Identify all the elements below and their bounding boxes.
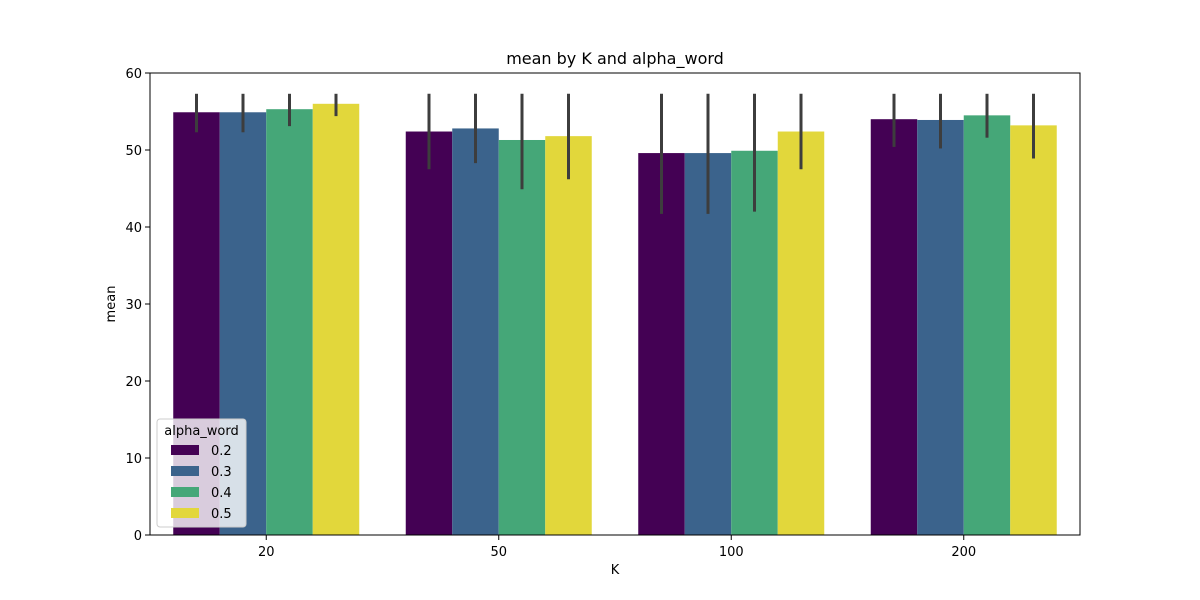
y-tick-label: 60: [125, 67, 142, 82]
legend-label: 0.3: [211, 465, 232, 480]
legend-title: alpha_word: [164, 424, 239, 439]
x-axis: 20 50 100 200: [258, 535, 976, 560]
bar: [452, 128, 499, 535]
bar: [1010, 125, 1057, 536]
bar: [498, 139, 546, 536]
legend-label: 0.4: [211, 486, 232, 501]
bar: [963, 115, 1011, 535]
bar: [684, 153, 732, 535]
y-axis: 0 10 20 30 40 50 60: [125, 67, 150, 544]
y-tick-label: 10: [125, 452, 142, 467]
y-tick-label: 50: [125, 144, 142, 159]
bar: [312, 103, 360, 536]
y-axis-title: mean: [104, 286, 119, 323]
bar: [777, 131, 825, 535]
x-tick-label: 200: [951, 545, 976, 560]
bar: [731, 150, 778, 535]
legend: alpha_word 0.2 0.3 0.4 0.5: [156, 418, 247, 528]
x-tick-label: 20: [258, 545, 275, 560]
legend-swatch: [171, 445, 199, 455]
bar: [917, 119, 964, 535]
legend-swatch: [171, 487, 199, 497]
legend-label: 0.5: [211, 507, 232, 522]
x-tick-label: 50: [490, 545, 507, 560]
y-tick-label: 30: [125, 298, 142, 313]
bar: [405, 131, 453, 535]
error-bars-group: [195, 93, 1035, 214]
y-tick-label: 20: [125, 375, 142, 390]
x-axis-title: K: [611, 563, 620, 578]
legend-label: 0.2: [211, 444, 232, 459]
legend-swatch: [171, 508, 199, 518]
bar: [870, 119, 918, 535]
x-tick-label: 100: [719, 545, 744, 560]
y-tick-label: 0: [134, 529, 142, 544]
bar: [545, 136, 592, 535]
chart-title: mean by K and alpha_word: [506, 49, 724, 69]
bar: [638, 153, 685, 535]
legend-swatch: [171, 466, 199, 476]
bar: [266, 109, 313, 535]
bars-group: [173, 103, 1057, 536]
y-tick-label: 40: [125, 221, 142, 236]
